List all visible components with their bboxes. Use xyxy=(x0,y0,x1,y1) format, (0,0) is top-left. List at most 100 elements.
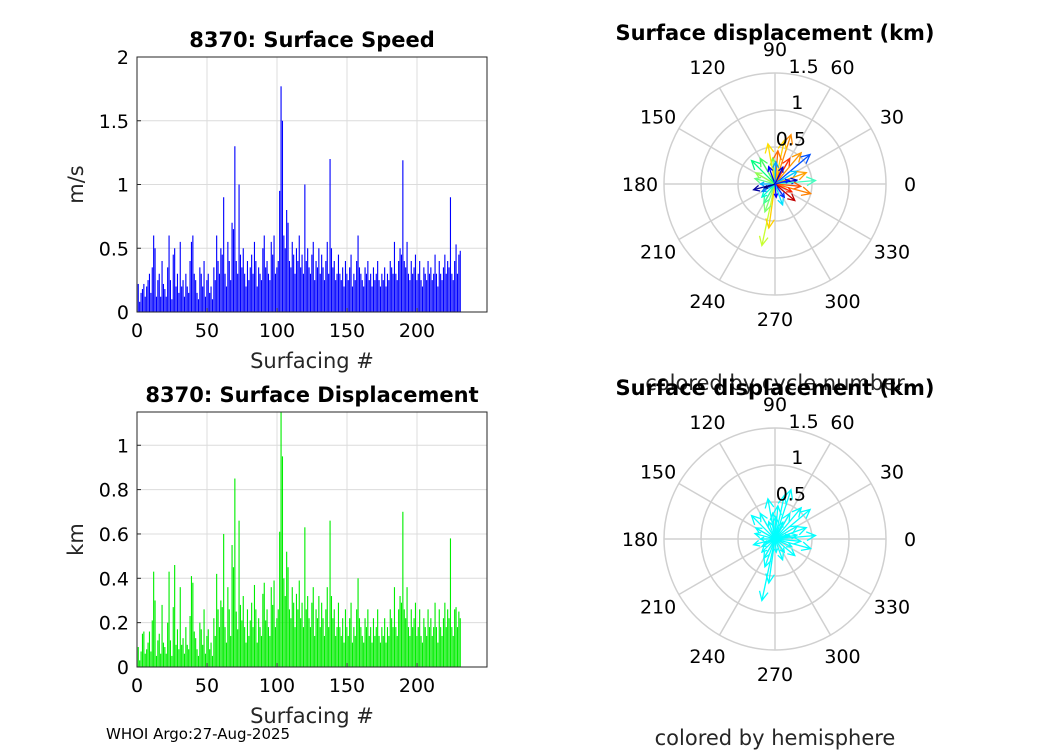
displacement-arrow xyxy=(768,521,776,540)
arrow-head xyxy=(791,506,803,518)
arrow-head xyxy=(760,546,768,554)
bar xyxy=(294,273,296,312)
bar xyxy=(137,283,139,312)
bar xyxy=(447,261,449,312)
bar xyxy=(232,229,235,313)
bar xyxy=(360,627,362,667)
bar xyxy=(246,261,249,312)
bar xyxy=(221,607,223,667)
y-axis-label: km xyxy=(64,523,88,556)
bar xyxy=(171,655,173,667)
bar xyxy=(314,280,316,313)
bar xyxy=(265,620,267,667)
bar xyxy=(336,627,338,667)
bar xyxy=(164,647,166,667)
bar xyxy=(398,261,400,312)
arrow-head xyxy=(750,514,762,526)
bar xyxy=(199,267,201,313)
bar xyxy=(217,609,219,667)
bar xyxy=(267,273,270,312)
displacement-arrow xyxy=(761,183,776,198)
bar xyxy=(262,248,264,312)
bar xyxy=(442,618,445,667)
displacement-arrow xyxy=(774,179,790,185)
bar xyxy=(407,627,410,667)
bar xyxy=(248,280,250,313)
bar xyxy=(447,609,449,667)
bar xyxy=(231,545,233,667)
bar xyxy=(451,627,453,667)
displacement-arrow xyxy=(774,134,792,185)
bar xyxy=(329,159,331,312)
bar xyxy=(416,635,418,667)
bar xyxy=(455,607,457,667)
angle-label: 180 xyxy=(622,174,658,196)
bar xyxy=(351,642,354,667)
bar xyxy=(332,618,334,667)
bar xyxy=(361,280,363,313)
arrow-head xyxy=(763,539,768,544)
bar xyxy=(333,261,335,312)
bar xyxy=(301,254,303,313)
angle-label: 60 xyxy=(830,57,854,79)
displacement-arrow xyxy=(774,152,802,185)
displacement-arrow xyxy=(774,538,811,550)
polar-spoke xyxy=(678,538,776,596)
bar xyxy=(402,511,404,667)
bar xyxy=(377,609,379,667)
bar xyxy=(340,280,342,313)
bar xyxy=(421,286,424,312)
bar xyxy=(378,635,380,667)
displacement-arrow xyxy=(755,527,776,540)
bar xyxy=(167,622,169,667)
bar xyxy=(374,280,376,313)
arrow-head xyxy=(784,178,791,184)
displacement-arrow xyxy=(763,183,776,204)
bar xyxy=(209,292,211,313)
bar xyxy=(178,292,180,313)
bar xyxy=(298,580,300,667)
bar xyxy=(200,273,202,312)
bar xyxy=(322,618,324,667)
arrow-head xyxy=(796,170,808,181)
displacement-arrow xyxy=(774,154,811,185)
bar xyxy=(305,609,307,667)
x-tick-label: 150 xyxy=(329,675,365,697)
x-tick-label: 100 xyxy=(259,675,295,697)
bar xyxy=(444,602,446,667)
bar xyxy=(287,222,289,312)
bar xyxy=(395,273,397,312)
bar xyxy=(347,635,349,667)
bar xyxy=(185,273,187,312)
bar xyxy=(274,273,277,312)
arrow-head xyxy=(778,520,784,528)
bar xyxy=(199,622,201,667)
arrow-head xyxy=(773,548,779,554)
chart-subtitle: colored by cycle number xyxy=(645,371,905,395)
ring-label: 0.5 xyxy=(776,129,806,151)
angle-label: 270 xyxy=(757,309,793,331)
bar xyxy=(307,248,309,312)
displacement-arrow xyxy=(774,538,785,553)
bar xyxy=(192,582,194,667)
bar xyxy=(197,655,200,667)
bar xyxy=(329,520,331,667)
bar xyxy=(350,254,352,313)
bar xyxy=(234,478,236,667)
bar xyxy=(405,618,407,667)
bar xyxy=(214,280,216,313)
displacement-arrow xyxy=(767,498,776,540)
bar xyxy=(230,280,232,313)
bar xyxy=(161,604,163,667)
angle-label: 270 xyxy=(757,664,793,686)
displacement-arrow xyxy=(774,538,801,542)
arrow-head xyxy=(784,533,791,539)
bar xyxy=(293,254,295,313)
bar xyxy=(141,289,144,312)
bar xyxy=(395,627,397,667)
bar xyxy=(392,627,394,667)
bar xyxy=(393,587,396,667)
displacement-arrow xyxy=(774,140,785,185)
bar xyxy=(343,286,345,312)
arrow-head xyxy=(777,494,788,506)
